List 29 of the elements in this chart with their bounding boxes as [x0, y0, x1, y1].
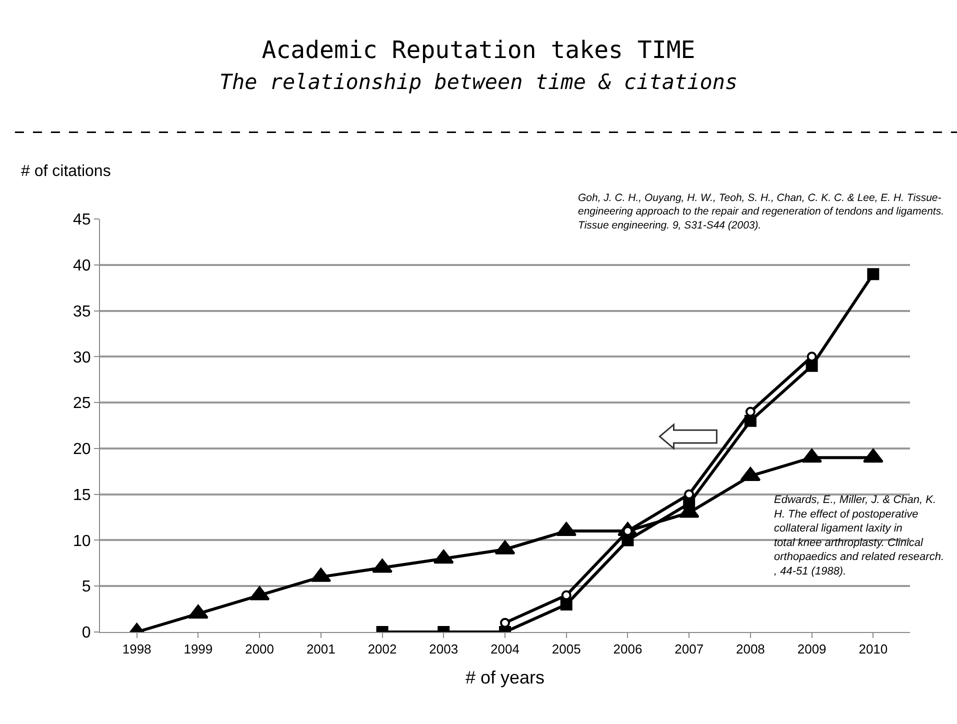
- x-tick-label: 2005: [552, 642, 581, 657]
- x-axis-title: # of years: [465, 668, 545, 688]
- x-tick-label: 2008: [736, 642, 765, 657]
- y-tick-label: 40: [73, 257, 91, 274]
- y-tick-label: 5: [82, 578, 91, 596]
- x-tick-label: 2001: [306, 642, 336, 657]
- y-tick-label: 20: [73, 441, 91, 458]
- y-tick-label: 35: [73, 303, 91, 320]
- x-tick-label: 2007: [674, 642, 704, 657]
- x-tick-label: 2009: [797, 642, 826, 657]
- y-tick-label: 15: [73, 486, 91, 504]
- x-tick-label: 2000: [245, 642, 274, 657]
- x-tick-label: 2003: [429, 642, 458, 657]
- x-tick-label: 2010: [858, 642, 888, 657]
- y-tick-label: 10: [73, 532, 91, 550]
- chart-subtitle: The relationship between time & citations: [219, 70, 738, 94]
- y-tick-label: 25: [73, 395, 91, 412]
- x-tick-label: 2002: [368, 642, 397, 657]
- y-tick-label: 30: [73, 349, 91, 366]
- annotation: Goh, J. C. H., Ouyang, H. W., Teoh, S. H., Chan, C. K. C. & Lee, E. H. Tissue-engineering approach to the repair and regeneration of tendons and ligaments. Tissue engineering. 9, S31-S44 (2003).: [578, 192, 944, 232]
- x-tick-label: 2006: [613, 642, 642, 657]
- chart-title: Academic Reputation takes TIME: [262, 36, 696, 64]
- x-tick-label: 1999: [184, 642, 213, 657]
- y-tick-label: 0: [82, 624, 91, 642]
- y-axis-title: # of citations: [21, 163, 111, 180]
- annotation: Edwards, E., Miller, J. & Chan, K. H. The effect of postoperative collateral ligament laxity in total knee arthroplasty. Clinical orthopaedics and related research. , 44-51 (1988).: [774, 494, 944, 578]
- x-tick-label: 1998: [122, 642, 152, 657]
- x-tick-label: 2004: [490, 642, 520, 657]
- y-tick-label: 45: [73, 212, 91, 229]
